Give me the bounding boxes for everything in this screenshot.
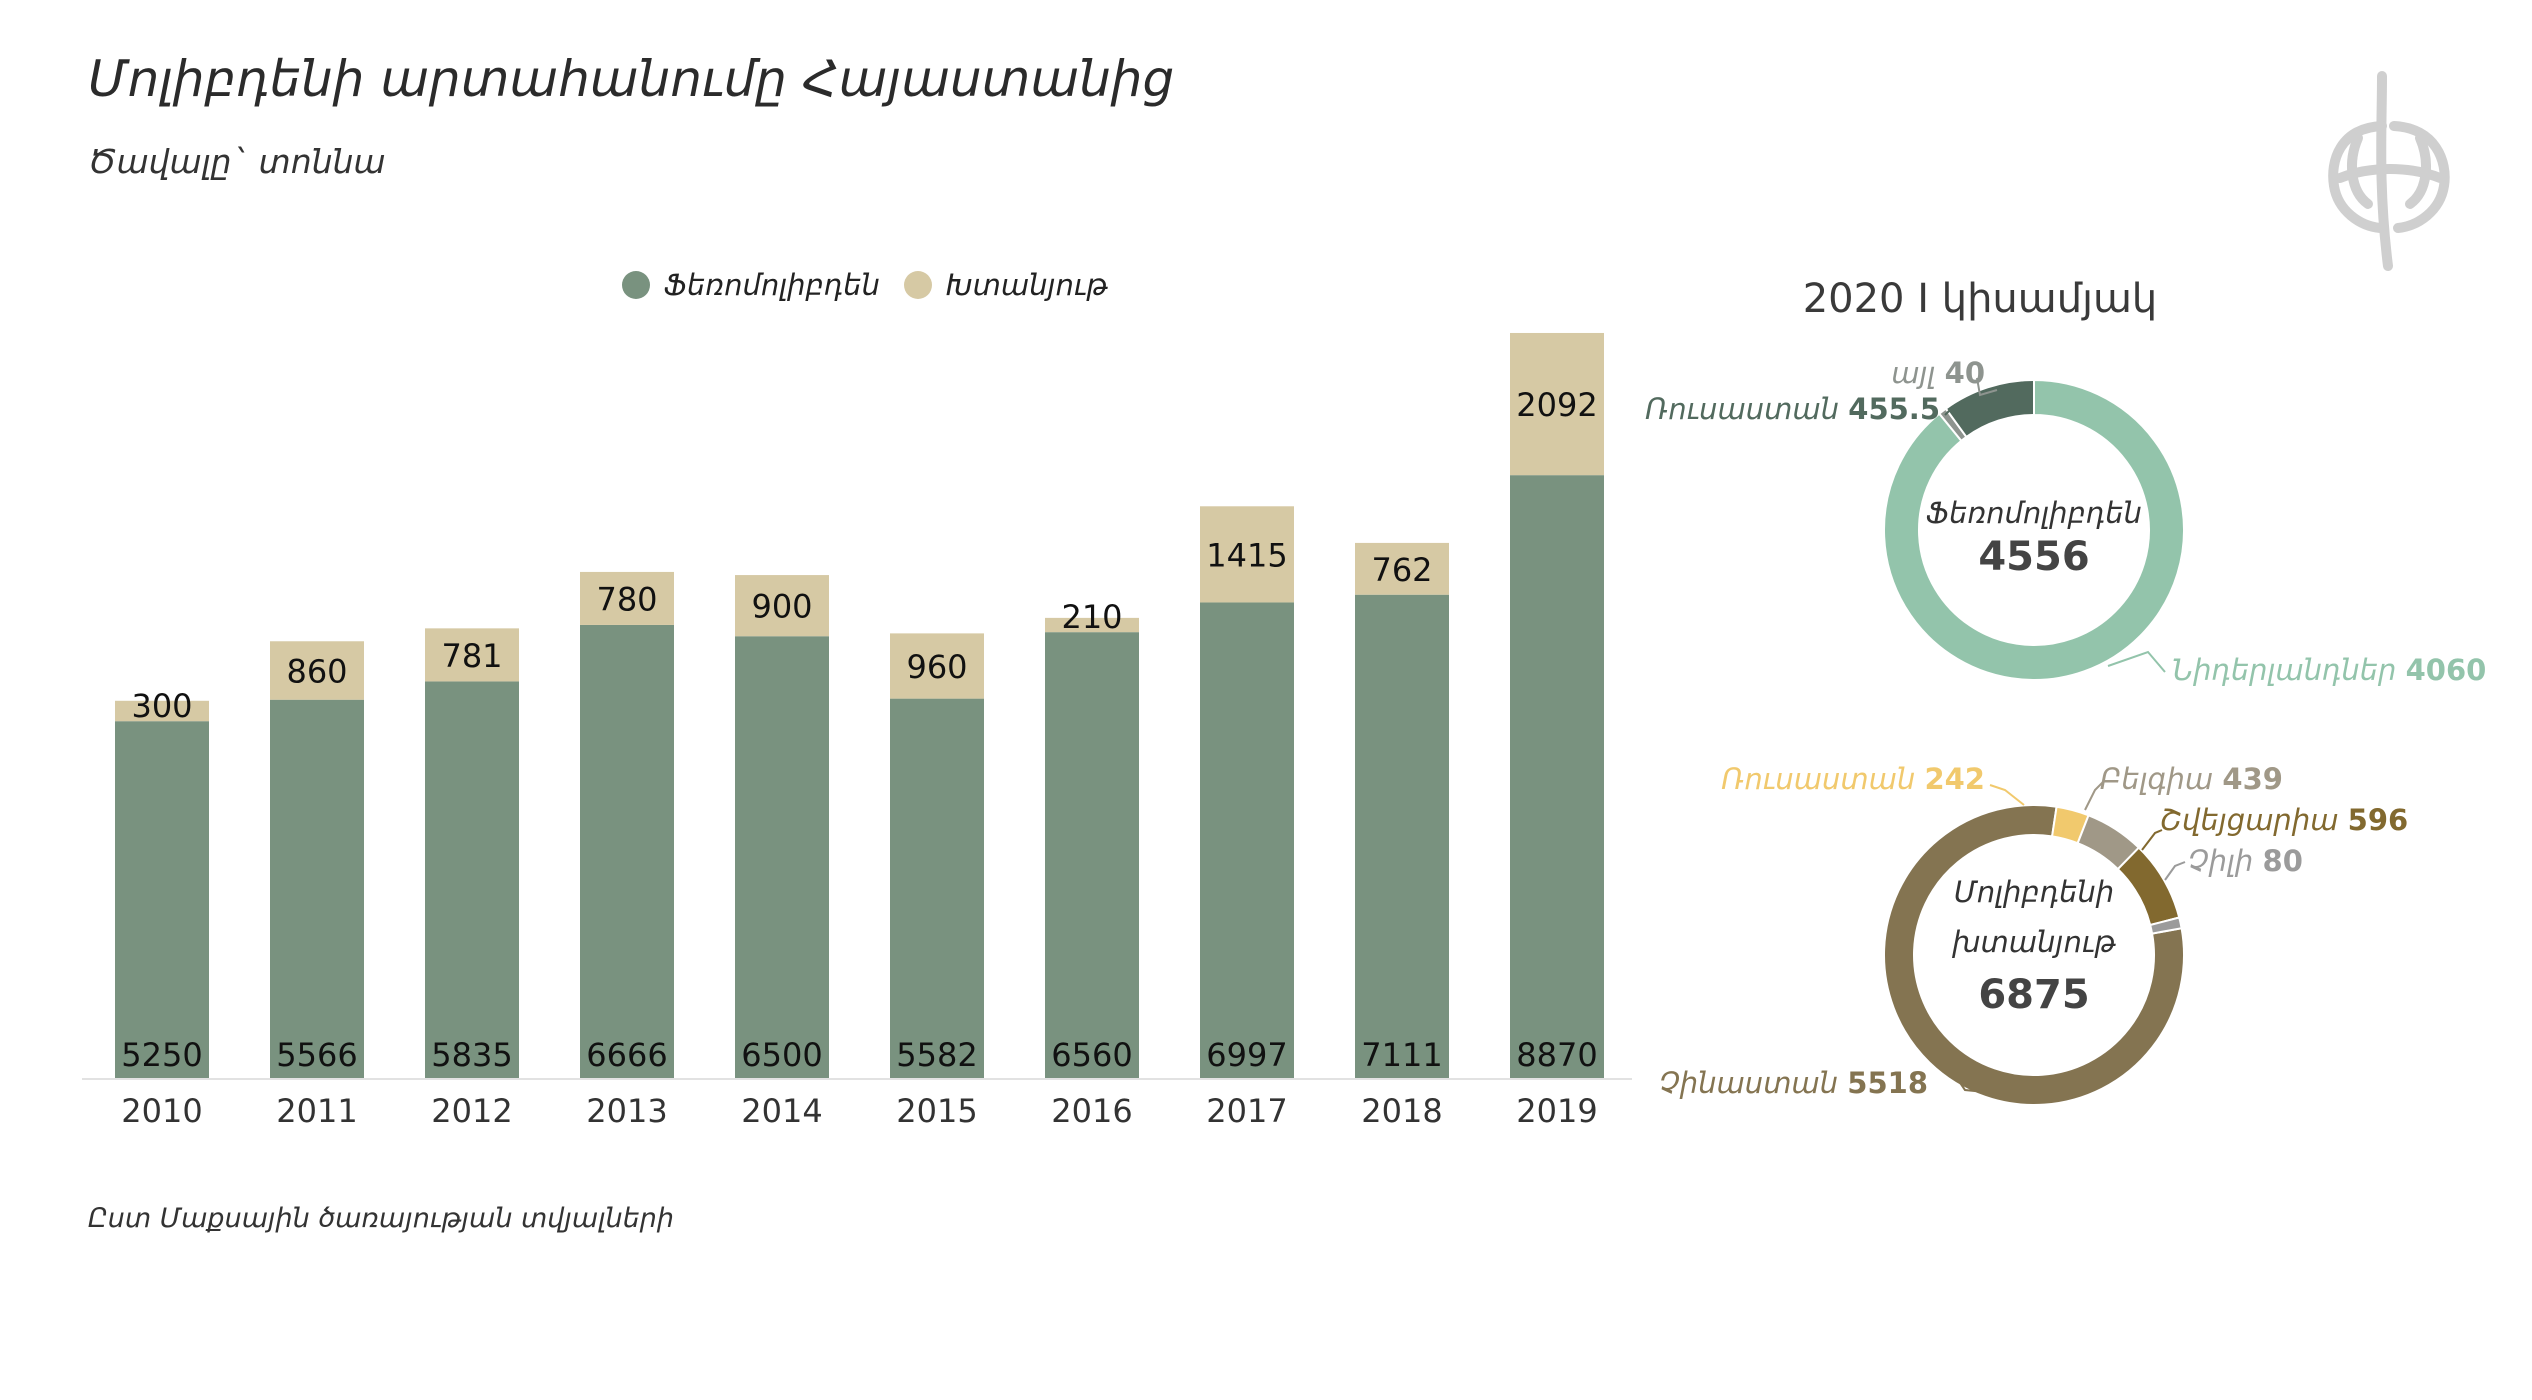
- bar-concentrate-2015: [890, 633, 984, 699]
- bar-concentrate-2016: [1045, 617, 1139, 633]
- source-note: Ըստ Մաքսային ծառայության տվյալների: [88, 1203, 674, 1234]
- donut2-leader-china: [1949, 1067, 1986, 1093]
- bar-concentrate-2012: [425, 628, 519, 682]
- page-subtitle: Ծավալը` տոննա: [88, 142, 386, 181]
- donut1-leader-russia: [1944, 399, 1991, 416]
- legend-swatch-concentrate: [903, 271, 932, 299]
- x-tick-label-2013: 2013: [586, 1092, 667, 1130]
- donut2-label-chile: Չիլի 80: [2188, 844, 2303, 878]
- bar-ferromolybdenum-2013: [580, 624, 674, 1078]
- bar-ferromolybdenum-2017: [1200, 602, 1294, 1078]
- bar-ferromolybdenum-2015: [890, 698, 984, 1078]
- bar-concentrate-2018: [1355, 542, 1449, 595]
- bar-ferromolybdenum-2010: [115, 721, 209, 1078]
- page-title: Մոլիբդենի արտահանումը Հայաստանից: [88, 50, 1175, 108]
- bar-label-concentrate-2017: 1415: [1206, 536, 1287, 574]
- bar-label-ferromolybdenum-2010: 5250: [121, 1036, 202, 1074]
- bar-concentrate-2010: [115, 700, 209, 722]
- bar-concentrate-2013: [580, 571, 674, 625]
- bar-ferromolybdenum-2014: [735, 636, 829, 1078]
- bar-label-concentrate-2010: 300: [131, 687, 192, 725]
- donut2-label-belgium: Բելգիա 439: [2100, 762, 2283, 796]
- bar-concentrate-2014: [735, 575, 829, 637]
- bar-chart-legend: Ֆեռոմոլիբդեն Խտանյութ: [622, 268, 1108, 302]
- legend-item-concentrate: Խտանյութ: [903, 268, 1108, 302]
- donut1-center-label: Ֆեռոմոլիբդեն: [1926, 496, 2142, 530]
- donut1-leader-other: [1976, 377, 1998, 397]
- donut2-label-china: Չինաստան 5518: [1659, 1066, 1928, 1100]
- x-tick-label-2018: 2018: [1361, 1092, 1442, 1130]
- x-tick-label-2012: 2012: [431, 1092, 512, 1130]
- bar-concentrate-2017: [1200, 506, 1294, 603]
- bar-label-concentrate-2018: 762: [1371, 551, 1432, 589]
- bar-label-concentrate-2012: 781: [441, 637, 502, 675]
- donut2-slice-switzerland: [2116, 846, 2181, 927]
- legend-label-ferromolybdenum: Ֆեռոմոլիբդեն: [664, 268, 880, 302]
- bar-ferromolybdenum-2018: [1355, 594, 1449, 1078]
- bar-ferromolybdenum-2016: [1045, 632, 1139, 1078]
- logo-icon: [2328, 71, 2450, 271]
- donut2-slice-chile: [2148, 916, 2183, 935]
- bar-label-ferromolybdenum-2011: 5566: [276, 1036, 357, 1074]
- bar-label-concentrate-2016: 210: [1061, 598, 1122, 636]
- bar-label-ferromolybdenum-2014: 6500: [741, 1036, 822, 1074]
- bar-label-concentrate-2019: 2092: [1516, 386, 1597, 424]
- bar-label-ferromolybdenum-2017: 6997: [1206, 1036, 1287, 1074]
- bar-label-concentrate-2011: 860: [286, 652, 347, 690]
- x-tick-label-2015: 2015: [896, 1092, 977, 1130]
- bar-ferromolybdenum-2011: [270, 699, 364, 1078]
- donut2-leader-belgium: [2084, 779, 2106, 811]
- bar-ferromolybdenum-2012: [425, 681, 519, 1078]
- bar-label-ferromolybdenum-2013: 6666: [586, 1036, 667, 1074]
- bar-concentrate-2011: [270, 641, 364, 700]
- legend-item-ferromolybdenum: Ֆեռոմոլիբդեն: [622, 268, 880, 302]
- x-tick-label-2014: 2014: [741, 1092, 822, 1130]
- donut2-center-value: 6875: [1978, 972, 2089, 1018]
- x-tick-label-2016: 2016: [1051, 1092, 1132, 1130]
- donut1-label-russia: Ռուսաստան 455.5: [1645, 392, 1940, 426]
- donut1-leader-netherlands: [2107, 650, 2166, 673]
- bar-label-concentrate-2013: 780: [596, 580, 657, 618]
- bar-label-ferromolybdenum-2012: 5835: [431, 1036, 512, 1074]
- bar-label-ferromolybdenum-2019: 8870: [1516, 1036, 1597, 1074]
- donut1-slice-russia: [1944, 378, 2035, 439]
- x-tick-label-2011: 2011: [276, 1092, 357, 1130]
- bar-ferromolybdenum-2019: [1510, 475, 1604, 1078]
- donut2-label-russia: Ռուսաստան 242: [1721, 762, 1985, 796]
- donut1-slice-netherlands: [1883, 378, 2185, 681]
- bar-label-concentrate-2015: 960: [906, 648, 967, 686]
- donut2-slice-china: [1883, 804, 2185, 1106]
- donut2-leader-switzerland: [2141, 829, 2163, 851]
- donut2-center-label-line1: Մոլիբդենի: [1954, 875, 2114, 909]
- x-tick-label-2019: 2019: [1516, 1092, 1597, 1130]
- donut2-leader-chile: [2164, 861, 2186, 881]
- bar-concentrate-2019: [1510, 332, 1604, 476]
- donut1-center-value: 4556: [1978, 534, 2089, 580]
- bar-label-ferromolybdenum-2016: 6560: [1051, 1036, 1132, 1074]
- donut2-center-label-line2: խտանյութ: [1951, 925, 2116, 959]
- donut1-label-netherlands: Նիդերլանդներ 4060: [2172, 653, 2486, 687]
- x-tick-label-2010: 2010: [121, 1092, 202, 1130]
- x-tick-label-2017: 2017: [1206, 1092, 1287, 1130]
- bar-label-concentrate-2014: 900: [751, 588, 812, 626]
- bar-label-ferromolybdenum-2018: 7111: [1361, 1036, 1442, 1074]
- donut2-label-switzerland: Շվեյցարիա 596: [2160, 803, 2408, 837]
- legend-label-concentrate: Խտանյութ: [945, 268, 1108, 302]
- donut1-title: 2020 I կիսամյակ: [1803, 276, 2158, 322]
- donut1-label-other: այլ 40: [1891, 356, 1985, 390]
- legend-swatch-ferromolybdenum: [622, 271, 650, 299]
- bar-label-ferromolybdenum-2015: 5582: [896, 1036, 977, 1074]
- donut2-leader-russia: [1989, 784, 2025, 806]
